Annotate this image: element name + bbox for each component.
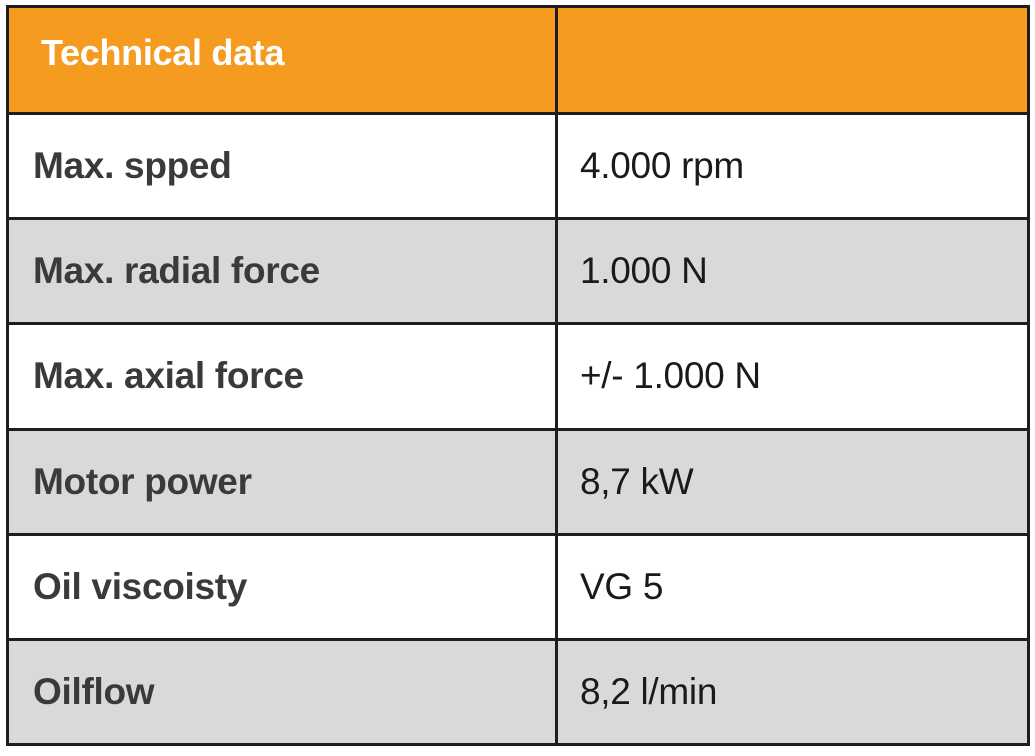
row-label: Motor power — [6, 427, 558, 536]
table-row: Oil viscoisty VG 5 — [6, 532, 1030, 641]
table-row: Oilflow 8,2 l/min — [6, 637, 1030, 747]
table-row: Max. spped 4.000 rpm — [6, 112, 1030, 221]
header-title-cell: Technical data — [6, 4, 558, 116]
table-row: Max. axial force +/- 1.000 N — [6, 322, 1030, 431]
row-label: Oilflow — [6, 637, 558, 747]
row-value: 1.000 N — [555, 217, 1030, 326]
technical-data-table: Technical data Max. spped 4.000 rpm Max.… — [6, 4, 1030, 747]
row-value: VG 5 — [555, 532, 1030, 641]
row-value: 8,7 kW — [555, 427, 1030, 536]
row-label: Max. spped — [6, 112, 558, 221]
row-label: Oil viscoisty — [6, 532, 558, 641]
table-header-row: Technical data — [6, 4, 1030, 116]
header-second — [558, 53, 1027, 67]
row-value: +/- 1.000 N — [555, 322, 1030, 431]
table-row: Motor power 8,7 kW — [6, 427, 1030, 536]
header-title: Technical data — [41, 32, 285, 74]
header-empty-cell — [555, 4, 1030, 116]
row-value: 4.000 rpm — [555, 112, 1030, 221]
row-value: 8,2 l/min — [555, 637, 1030, 747]
row-label: Max. axial force — [6, 322, 558, 431]
row-label: Max. radial force — [6, 217, 558, 326]
table-row: Max. radial force 1.000 N — [6, 217, 1030, 326]
